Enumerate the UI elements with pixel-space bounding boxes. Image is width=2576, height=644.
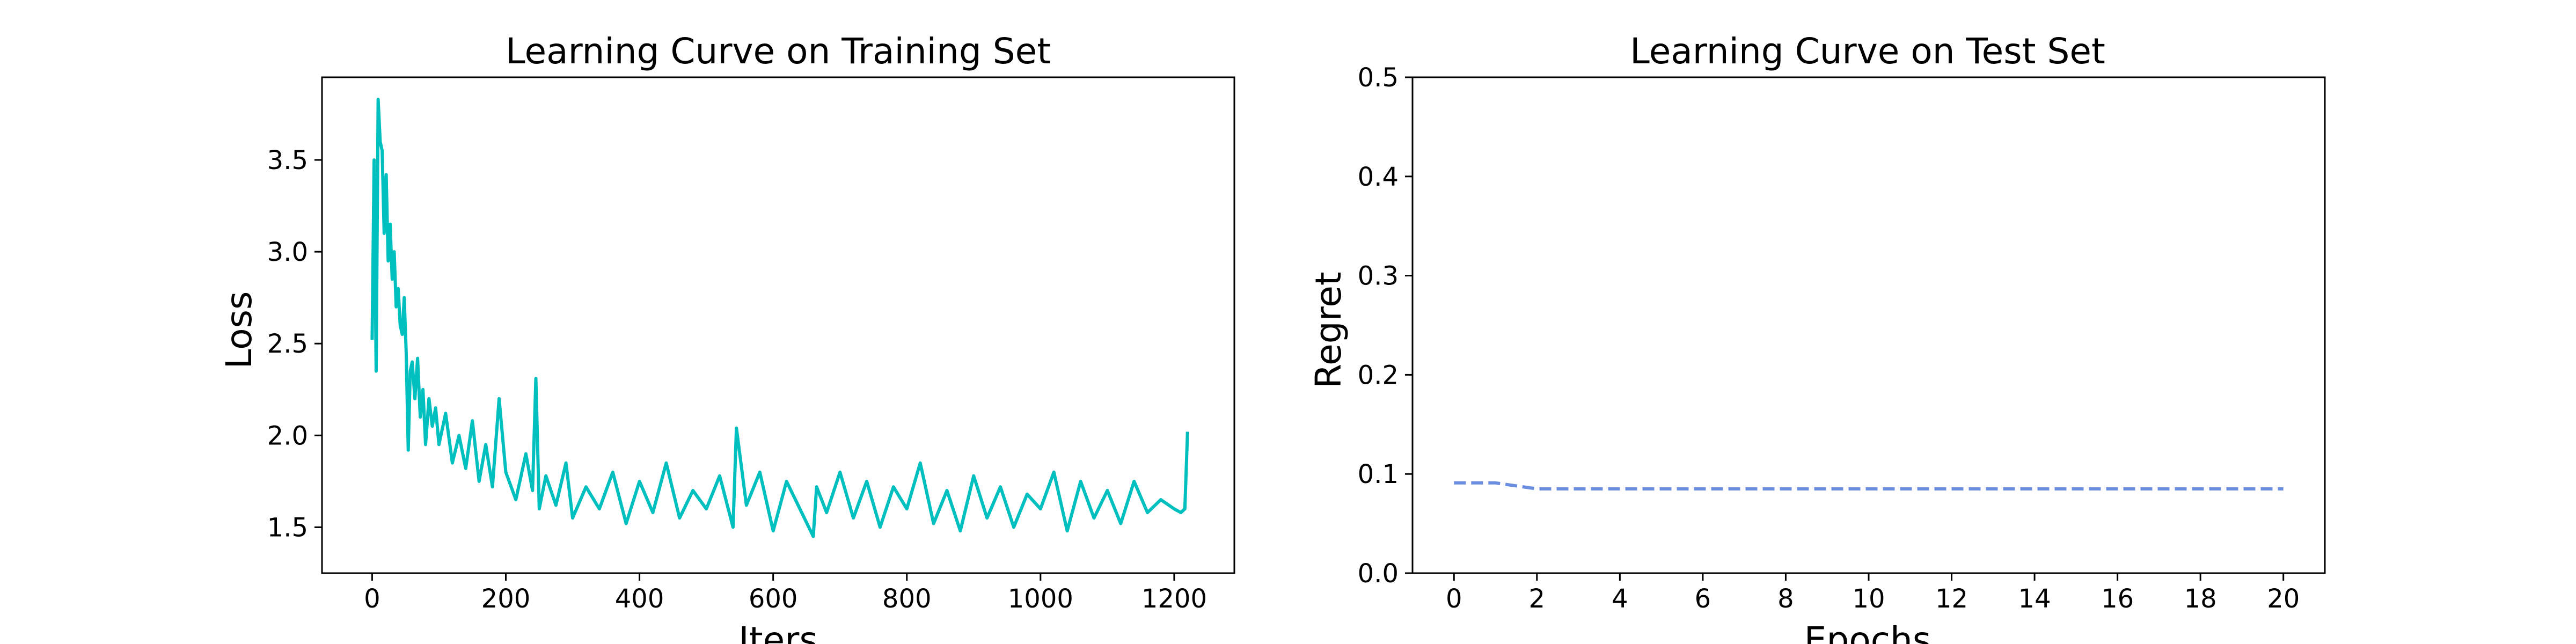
x-tick-label: 400 (615, 584, 664, 614)
x-tick-label: 8 (1777, 584, 1794, 614)
x-tick-label: 2 (1529, 584, 1546, 614)
x-tick-label: 1200 (1141, 584, 1207, 614)
y-tick-label: 3.0 (267, 237, 308, 267)
x-tick-label: 600 (749, 584, 798, 614)
x-axis-label: Iters (738, 619, 817, 644)
y-tick-label: 0.1 (1358, 459, 1399, 489)
axes-frame (1411, 76, 2326, 574)
series-line (1454, 481, 2284, 491)
x-tick-label: 0 (1446, 584, 1462, 614)
y-axis-label: Loss (218, 291, 260, 369)
y-tick-label: 0.5 (1358, 63, 1399, 93)
plot-area (370, 98, 1189, 538)
y-tick-label: 0.0 (1358, 559, 1399, 589)
y-tick-label: 3.5 (267, 145, 308, 175)
y-tick-label: 0.2 (1358, 360, 1399, 390)
y-tick-label: 0.3 (1358, 261, 1399, 291)
axes-frame (321, 76, 1235, 574)
chart-title: Learning Curve on Training Set (506, 31, 1051, 72)
chart-title: Learning Curve on Test Set (1630, 31, 2105, 72)
y-tick-label: 1.5 (267, 513, 308, 543)
x-tick-label: 1000 (1008, 584, 1073, 614)
x-tick-label: 10 (1852, 584, 1885, 614)
x-axis-label: Epochs (1804, 619, 1931, 644)
y-axis-label: Regret (1308, 272, 1349, 389)
x-tick-label: 14 (2018, 584, 2051, 614)
y-tick-label: 2.5 (267, 329, 308, 359)
x-tick-label: 18 (2184, 584, 2217, 614)
x-tick-label: 200 (481, 584, 531, 614)
plot-area (1454, 481, 2284, 491)
axis-ticks: 0 200 400 600 800 1000 1200 1.5 2.0 2.5 3.0 3.5 (267, 145, 1207, 614)
x-tick-label: 4 (1612, 584, 1628, 614)
y-tick-label: 2.0 (267, 421, 308, 451)
x-tick-label: 12 (1935, 584, 1968, 614)
training-loss-chart: Learning Curve on Training Set Loss Iter… (218, 31, 1235, 644)
x-tick-label: 20 (2267, 584, 2300, 614)
series-line (370, 98, 1189, 538)
y-tick-label: 0.4 (1358, 162, 1399, 192)
x-tick-label: 6 (1695, 584, 1711, 614)
x-tick-label: 800 (882, 584, 932, 614)
test-regret-chart: Learning Curve on Test Set Regret Epochs… (1308, 31, 2326, 644)
axis-ticks: 0 2 4 6 8 10 12 14 16 18 20 0.0 0.1 0.2 0.3 0.4 0.5 (1358, 63, 2300, 614)
x-tick-label: 0 (364, 584, 380, 614)
x-tick-label: 16 (2101, 584, 2134, 614)
